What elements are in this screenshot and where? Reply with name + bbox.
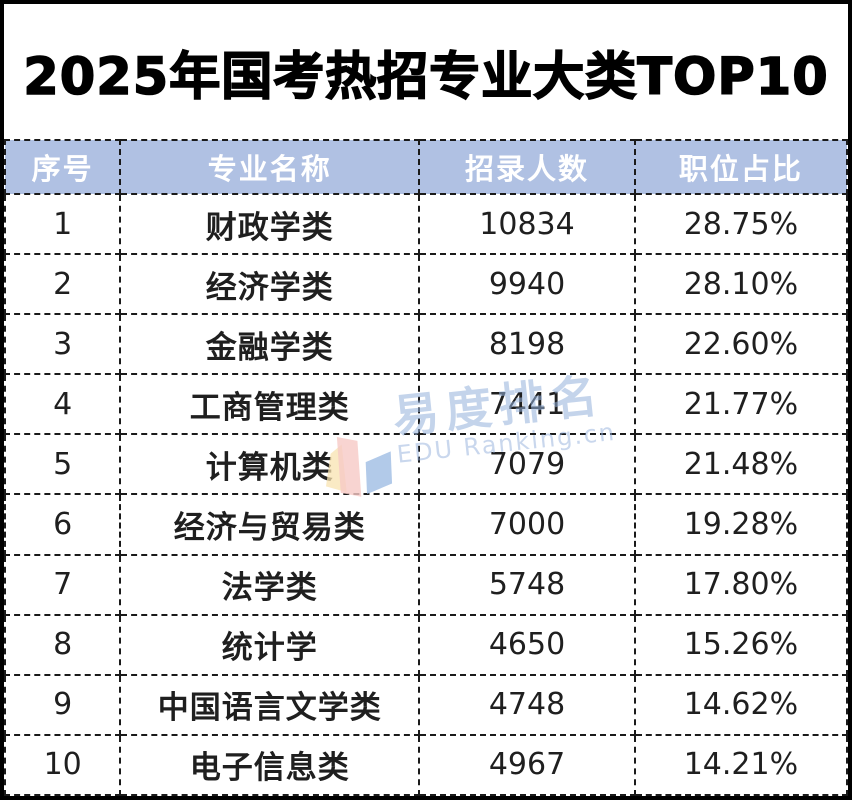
table-row: 2 经济学类 9940 28.10% xyxy=(4,253,848,316)
cell-count: 5748 xyxy=(418,553,636,616)
cell-share: 21.48% xyxy=(633,433,848,496)
cell-share: 15.26% xyxy=(633,613,848,676)
cell-major: 中国语言文学类 xyxy=(119,673,421,736)
cell-count: 8198 xyxy=(418,313,636,376)
cell-major: 法学类 xyxy=(119,553,421,616)
cell-share: 28.10% xyxy=(633,253,848,316)
cell-major: 金融学类 xyxy=(119,313,421,376)
table-row: 1 财政学类 10834 28.75% xyxy=(4,192,848,256)
cell-share: 22.60% xyxy=(633,313,848,376)
cell-count: 4650 xyxy=(418,613,636,676)
cell-share: 28.75% xyxy=(633,192,848,256)
table-row: 6 经济与贸易类 7000 19.28% xyxy=(4,493,848,556)
cell-rank: 1 xyxy=(4,192,122,256)
page-title: 2025年国考热招专业大类TOP10 xyxy=(23,47,829,108)
cell-count: 4967 xyxy=(418,733,636,796)
title-section: 2025年国考热招专业大类TOP10 xyxy=(4,4,848,139)
cell-rank: 3 xyxy=(4,313,122,376)
table-row: 3 金融学类 8198 22.60% xyxy=(4,313,848,376)
cell-major: 经济学类 xyxy=(119,253,421,316)
cell-major: 工商管理类 xyxy=(119,373,421,436)
table-row: 10 电子信息类 4967 14.21% xyxy=(4,733,848,796)
cell-count: 10834 xyxy=(418,192,636,256)
table-row: 8 统计学 4650 15.26% xyxy=(4,613,848,676)
cell-share: 17.80% xyxy=(633,553,848,616)
cell-share: 14.21% xyxy=(633,733,848,796)
cell-share: 21.77% xyxy=(633,373,848,436)
top10-table: 序号 专业名称 招录人数 职位占比 1 财政学类 10834 28.75% 2 经济学类 9… xyxy=(4,139,848,796)
table-row: 5 计算机类 7079 21.48% xyxy=(4,433,848,496)
table-row: 9 中国语言文学类 4748 14.62% xyxy=(4,673,848,736)
cell-rank: 7 xyxy=(4,553,122,616)
cell-major: 财政学类 xyxy=(119,192,421,256)
cell-count: 7000 xyxy=(418,493,636,556)
cell-rank: 9 xyxy=(4,673,122,736)
cell-major: 经济与贸易类 xyxy=(119,493,421,556)
cell-rank: 5 xyxy=(4,433,122,496)
cell-count: 7441 xyxy=(418,373,636,436)
cell-rank: 4 xyxy=(4,373,122,436)
cell-major: 计算机类 xyxy=(119,433,421,496)
table-header: 序号 专业名称 招录人数 职位占比 xyxy=(4,139,848,195)
cell-share: 14.62% xyxy=(633,673,848,736)
cell-major: 电子信息类 xyxy=(119,733,421,796)
table-row: 4 工商管理类 7441 21.77% xyxy=(4,373,848,436)
cell-rank: 8 xyxy=(4,613,122,676)
cell-count: 9940 xyxy=(418,253,636,316)
column-header-count: 招录人数 xyxy=(418,139,636,195)
column-header-major: 专业名称 xyxy=(119,139,421,195)
cell-rank: 2 xyxy=(4,253,122,316)
cell-rank: 10 xyxy=(4,733,122,796)
cell-major: 统计学 xyxy=(119,613,421,676)
column-header-share: 职位占比 xyxy=(633,139,848,195)
table-body: 1 财政学类 10834 28.75% 2 经济学类 9940 28.10% 3 金融学类 8198… xyxy=(4,192,848,796)
column-header-rank: 序号 xyxy=(4,139,122,195)
cell-rank: 6 xyxy=(4,493,122,556)
table-row: 7 法学类 5748 17.80% xyxy=(4,553,848,616)
cell-count: 7079 xyxy=(418,433,636,496)
cell-share: 19.28% xyxy=(633,493,848,556)
cell-count: 4748 xyxy=(418,673,636,736)
header-row: 序号 专业名称 招录人数 职位占比 xyxy=(4,139,848,195)
